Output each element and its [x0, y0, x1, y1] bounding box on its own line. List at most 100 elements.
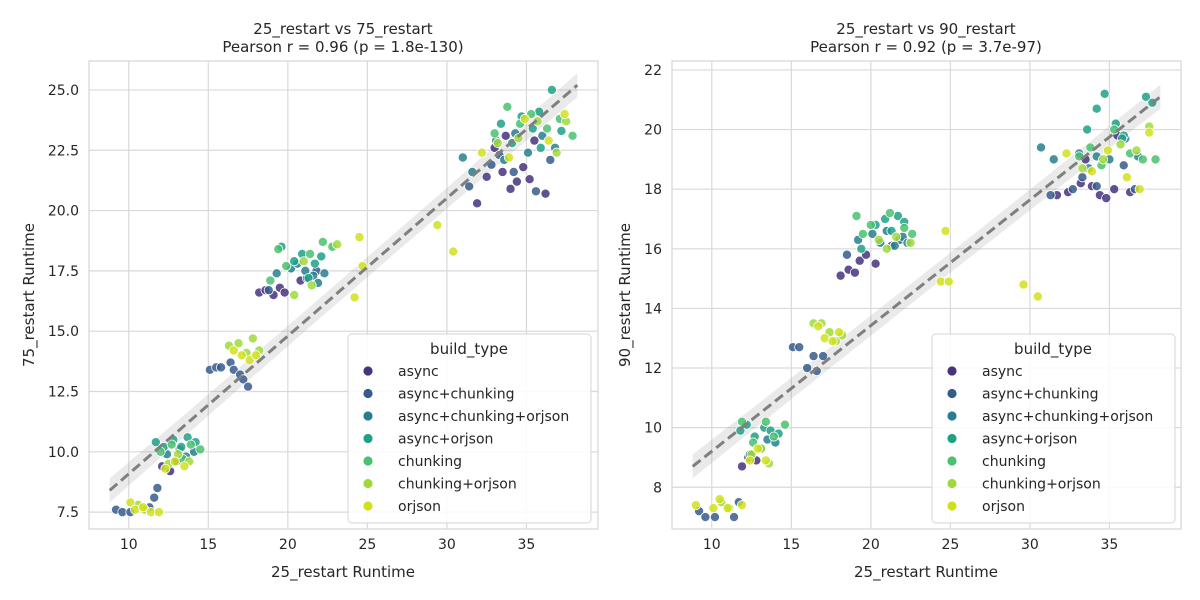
data-point [511, 176, 522, 187]
data-point [289, 289, 300, 300]
x-tick-label: 15 [199, 537, 217, 553]
right-regression-line [691, 95, 1162, 468]
legend-marker [362, 388, 374, 399]
data-point [818, 351, 829, 362]
data-point [481, 171, 492, 182]
data-point [523, 147, 534, 158]
data-point [1048, 154, 1059, 165]
legend-marker [362, 410, 374, 422]
data-point [279, 287, 290, 298]
data-point [524, 174, 535, 185]
data-point [1091, 181, 1102, 192]
right-y-tick-labels: 8 10 12 14 16 18 20 22 [644, 63, 662, 496]
data-point [305, 248, 316, 259]
data-point [834, 327, 845, 338]
right-legend-box [931, 333, 1176, 524]
left-y-axis-label: 75_restart Runtime [20, 223, 39, 367]
legend-label: async+chunking [982, 387, 1099, 403]
data-point [472, 198, 483, 209]
x-tick-label: 25 [358, 537, 376, 553]
data-point [808, 351, 819, 362]
y-tick-label: 12 [644, 361, 662, 377]
data-point [857, 228, 868, 239]
data-point [841, 249, 852, 260]
right-confidence-band [692, 84, 1161, 479]
data-point [700, 512, 711, 523]
data-point [736, 461, 747, 472]
legend-label: chunking [398, 454, 462, 470]
data-point [714, 494, 725, 505]
legend-marker [946, 478, 958, 489]
confidence-band [692, 84, 1161, 479]
data-point [802, 363, 813, 374]
regression-line [691, 95, 1162, 468]
y-tick-label: 7.5 [57, 505, 79, 521]
data-point [542, 123, 553, 134]
left-legend-box [347, 333, 592, 524]
data-point [722, 503, 733, 514]
left-legend-items: async async+chunking async+chunking+orjson… [362, 364, 569, 515]
legend-label: chunking+orjson [982, 477, 1101, 493]
data-point [1115, 139, 1126, 150]
legend-marker [362, 433, 374, 444]
data-point [690, 500, 701, 511]
data-point [497, 166, 508, 177]
legend-marker [946, 410, 958, 422]
data-point [298, 256, 309, 267]
y-tick-label: 17.5 [48, 264, 79, 280]
data-point [905, 237, 916, 248]
data-point [216, 362, 227, 373]
data-point [309, 258, 320, 269]
data-point [228, 345, 239, 356]
left-scatter-panel: 10 15 20 25 30 35 7.5 10.0 12.5 15.0 17.5 20.0 22.5… [20, 20, 599, 582]
data-point [1141, 91, 1152, 102]
legend-label: async [398, 364, 439, 380]
data-point [448, 246, 459, 257]
right-points [690, 88, 1161, 523]
data-point [1061, 148, 1072, 159]
data-point [899, 222, 910, 233]
legend-label: chunking [982, 454, 1046, 470]
data-point [556, 125, 567, 136]
data-point [907, 228, 918, 239]
legend-label: orjson [982, 499, 1025, 515]
data-point [495, 118, 506, 129]
data-point [530, 186, 541, 197]
data-point [195, 444, 206, 455]
y-tick-label: 8 [653, 480, 662, 496]
data-point [519, 113, 530, 124]
data-point [476, 147, 487, 158]
data-point [768, 431, 779, 442]
data-point [332, 239, 343, 250]
data-point [1150, 154, 1161, 165]
data-point [500, 130, 511, 141]
right-legend-items: async async+chunking async+chunking+orjson… [946, 364, 1153, 515]
legend-marker [362, 478, 374, 489]
legend-marker [946, 388, 958, 399]
right-legend: build_type async async+chunking async+chun… [931, 333, 1176, 524]
data-point [854, 255, 865, 266]
data-point [1131, 145, 1142, 156]
data-point [243, 381, 254, 392]
data-point [535, 142, 546, 153]
y-tick-label: 16 [644, 242, 662, 258]
data-point [1032, 291, 1043, 302]
data-point [150, 437, 161, 448]
legend-label: async+chunking [398, 387, 515, 403]
data-point [1098, 154, 1109, 165]
data-point [464, 181, 475, 192]
data-point [251, 350, 262, 361]
data-point [503, 152, 514, 163]
data-point [567, 130, 578, 141]
data-point [233, 338, 244, 349]
data-point [559, 109, 570, 120]
data-point [281, 261, 292, 272]
regression-line [108, 83, 579, 492]
data-point [1067, 184, 1078, 195]
data-point [1045, 190, 1056, 201]
data-point [865, 219, 876, 230]
data-point [152, 482, 163, 493]
data-point [354, 232, 365, 243]
y-tick-label: 15.0 [48, 324, 79, 340]
data-point [729, 512, 740, 523]
